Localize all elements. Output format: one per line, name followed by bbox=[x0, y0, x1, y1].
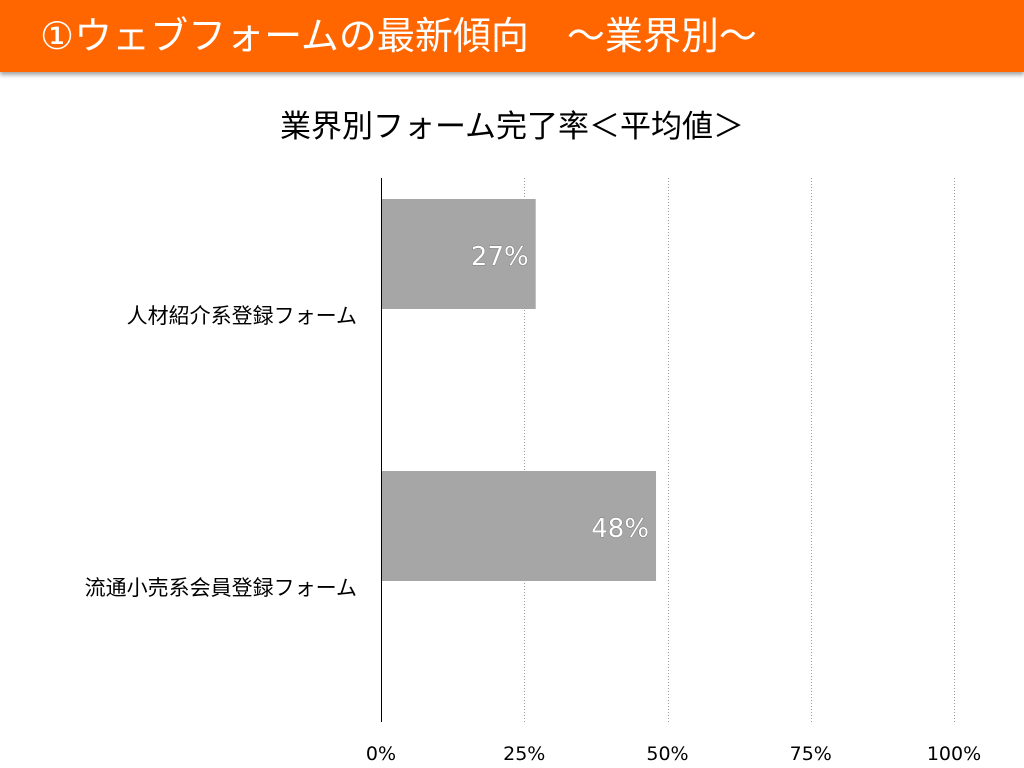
data-label-2: 48% bbox=[591, 514, 649, 544]
bar-1 bbox=[382, 199, 536, 309]
x-tick-label-2: 50% bbox=[646, 743, 688, 765]
x-tick-label-1: 25% bbox=[503, 743, 545, 765]
x-tick-label-3: 75% bbox=[790, 743, 832, 765]
category-label-1: 人材紹介系登録フォーム bbox=[127, 304, 357, 328]
title-band: ①ウェブフォームの最新傾向 ～業界別～ bbox=[0, 0, 1024, 72]
x-tick-label-4: 100% bbox=[927, 743, 981, 765]
slide-title: ①ウェブフォームの最新傾向 ～業界別～ bbox=[40, 14, 757, 58]
bar-2 bbox=[382, 471, 657, 581]
data-label-1: 27% bbox=[471, 242, 529, 272]
chart-title: 業界別フォーム完了率＜平均値＞ bbox=[279, 109, 745, 145]
x-tick-label-0: 0% bbox=[366, 743, 396, 765]
category-label-2: 流通小売系会員登録フォーム bbox=[85, 576, 357, 600]
